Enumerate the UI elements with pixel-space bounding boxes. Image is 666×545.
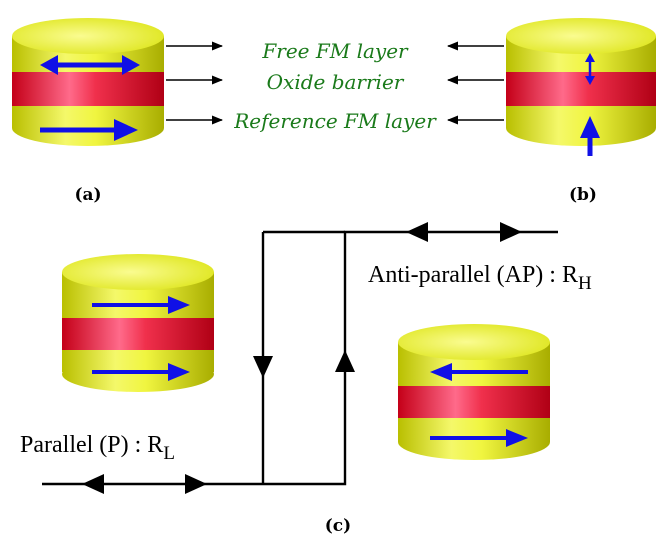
antiparallel-reference-arrow-icon	[430, 429, 528, 447]
panel-label-a: (a)	[74, 185, 101, 205]
parallel-label: Parallel (P) : RL	[20, 432, 175, 464]
parallel-label-main: Parallel (P) : R	[20, 432, 163, 458]
antiparallel-label-main: Anti-parallel (AP) : R	[368, 262, 578, 288]
pointer-arrows-left	[166, 41, 224, 125]
cylinder-parallel	[62, 254, 214, 392]
cylinder-b	[506, 18, 656, 156]
loop-arrowheads	[82, 222, 522, 494]
free-layer-vertical-arrow-icon	[585, 53, 595, 85]
reference-layer-up-arrow-icon	[580, 116, 600, 156]
parallel-label-subscript: L	[163, 443, 175, 464]
parallel-free-arrow-icon	[92, 296, 190, 314]
right-arrowhead-icon	[185, 474, 207, 494]
oxide-barrier-label: Oxide barrier	[267, 70, 405, 94]
parallel-reference-arrow-icon	[92, 363, 190, 381]
panel-label-b: (b)	[569, 185, 597, 205]
down-arrowhead-icon	[253, 356, 273, 378]
antiparallel-label-subscript: H	[578, 273, 592, 294]
up-arrowhead-icon	[335, 350, 355, 372]
cylinder-a	[12, 18, 164, 146]
panel-label-c: (c)	[325, 516, 351, 536]
free-layer-label: Free FM layer	[261, 39, 409, 63]
reference-layer-label: Reference FM layer	[233, 109, 437, 133]
left-arrowhead-icon	[82, 474, 104, 494]
left-arrowhead-icon	[406, 222, 428, 242]
antiparallel-label: Anti-parallel (AP) : RH	[368, 262, 592, 294]
antiparallel-free-arrow-icon	[430, 363, 528, 381]
cylinder-antiparallel	[398, 324, 550, 460]
reference-layer-arrow-icon	[40, 119, 138, 141]
right-arrowhead-icon	[500, 222, 522, 242]
pointer-arrows-right	[446, 41, 504, 125]
free-layer-bidirectional-arrow-icon	[40, 55, 140, 75]
